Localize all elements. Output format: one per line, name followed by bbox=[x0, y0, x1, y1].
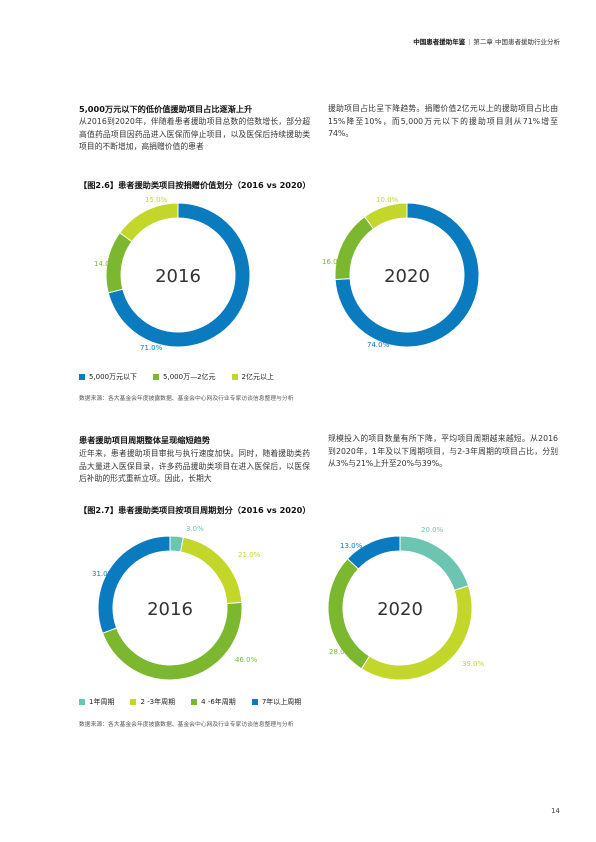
donut-center-year: 2020 bbox=[377, 599, 423, 620]
donut-slice bbox=[179, 536, 243, 605]
slice-percent-label: 20.0% bbox=[421, 526, 444, 534]
donut-slice bbox=[363, 202, 408, 230]
section-paragraph-col1: 从2016到2020年，伴随着患者援助项目总数的倍数增长，部分超高值药品项目因药… bbox=[79, 117, 310, 152]
legend-swatch bbox=[231, 374, 238, 380]
slice-percent-label: 71.0% bbox=[140, 344, 163, 352]
legend-label: 1年周期 bbox=[89, 698, 115, 706]
donut-slice bbox=[97, 535, 171, 634]
slice-percent-label: 21.0% bbox=[238, 551, 261, 559]
donut-slice bbox=[107, 202, 251, 348]
legend-item: 5,000万—2亿元 bbox=[153, 372, 216, 382]
legend-label: 5,000万元以下 bbox=[89, 373, 138, 381]
slice-percent-label: 31.0% bbox=[92, 570, 115, 578]
slice-percent-label: 28.0% bbox=[329, 648, 352, 656]
section-paragraph-col2: 规模投入的项目数量有所下降，平均项目周期越来越短。从2016到2020年，1年及… bbox=[328, 434, 558, 469]
donut-slice bbox=[346, 535, 401, 570]
section-heading-period: 患者援助项目周期整体呈现缩短趋势 bbox=[79, 435, 211, 445]
slice-percent-label: 13.0% bbox=[340, 542, 363, 550]
legend-label: 5,000万—2亿元 bbox=[163, 373, 216, 381]
donut-slice bbox=[119, 202, 179, 243]
section-paragraph-col1: 近年来，患者援助项目审批与执行速度加快。同时，随着援助类药品大量进入医保目录，许… bbox=[79, 449, 310, 484]
slice-percent-label: 10.0% bbox=[376, 196, 399, 204]
chapter-title: 第二章 中国患者援助行业分析 bbox=[473, 38, 560, 46]
slice-percent-label: 39.0% bbox=[462, 660, 485, 668]
legend-label: 2亿元以上 bbox=[241, 373, 275, 381]
legend-item: 5,000万元以下 bbox=[79, 372, 137, 382]
legend-item: 1年周期 bbox=[79, 697, 114, 707]
donut-center-year: 2020 bbox=[384, 266, 430, 287]
legend-swatch bbox=[130, 699, 137, 705]
legend-item: 7年以上周期 bbox=[251, 697, 302, 707]
slice-percent-label: 46.0% bbox=[235, 656, 258, 664]
running-header: 中国患者援助年鉴 | 第二章 中国患者援助行业分析 bbox=[413, 38, 560, 46]
legend-swatch bbox=[79, 699, 85, 705]
donut-center-year: 2016 bbox=[147, 599, 193, 620]
legend-label: 2 -3年周期 bbox=[140, 698, 176, 706]
donut-slice bbox=[334, 202, 480, 348]
figure-title: 【图2.7】患者援助类项目按项目周期划分（2016 vs 2020） bbox=[79, 505, 311, 515]
slice-percent-label: 14.0% bbox=[94, 260, 117, 268]
chart-legend-value: 5,000万元以下 5,000万—2亿元 2亿元以上 bbox=[79, 372, 290, 382]
page-number: 14 bbox=[551, 807, 560, 815]
figure-title: 【图2.6】患者援助类项目按捐赠价值划分（2016 vs 2020） bbox=[79, 180, 311, 190]
donut-chart-period-2016: 3.0% 21.0% 46.0% 31.0% 2016 bbox=[92, 525, 261, 681]
donut-slice bbox=[399, 535, 470, 592]
legend-swatch bbox=[191, 699, 198, 705]
slice-percent-label: 3.0% bbox=[186, 525, 204, 533]
donut-chart-value-2020: 74.0% 16.0% 10.0% 2020 bbox=[322, 196, 480, 349]
donut-center-year: 2016 bbox=[155, 266, 201, 287]
legend-item: 2亿元以上 bbox=[231, 372, 275, 382]
section-heading-value: 5,000万元以下的低价值援助项目占比逐渐上升 bbox=[79, 104, 253, 114]
legend-label: 4 -6年周期 bbox=[201, 698, 236, 706]
chart-legend-period: 1年周期 2 -3年周期 4 -6年周期 7年以上周期 bbox=[79, 697, 317, 707]
slice-percent-label: 16.0% bbox=[322, 258, 345, 266]
yearbook-title: 中国患者援助年鉴 bbox=[413, 38, 466, 46]
legend-item: 2 -3年周期 bbox=[130, 697, 175, 707]
donut-slice bbox=[334, 216, 375, 281]
section-paragraph-col2: 援助项目占比呈下降趋势。捐赠价值2亿元以上的援助项目占比由15%降至10%，而5… bbox=[328, 104, 558, 139]
slice-percent-label: 15.0% bbox=[145, 196, 168, 204]
data-source-note: 数据来源：各大基金会年度披露数据、基金会中心网及行业专家访谈信息整理与分析 bbox=[79, 396, 294, 402]
legend-label: 7年以上周期 bbox=[261, 698, 302, 706]
legend-swatch bbox=[153, 374, 160, 380]
legend-swatch bbox=[251, 699, 258, 705]
donut-chart-value-2016: 71.0% 14.0% 15.0% 2016 bbox=[94, 196, 251, 352]
data-source-note: 数据来源：各大基金会年度披露数据、基金会中心网及行业专家访谈信息整理与分析 bbox=[79, 722, 294, 728]
legend-swatch bbox=[79, 374, 85, 380]
slice-percent-label: 74.0% bbox=[367, 341, 390, 349]
legend-item: 4 -6年周期 bbox=[191, 697, 236, 707]
donut-chart-period-2020: 20.0% 39.0% 28.0% 13.0% 2020 bbox=[327, 526, 485, 681]
